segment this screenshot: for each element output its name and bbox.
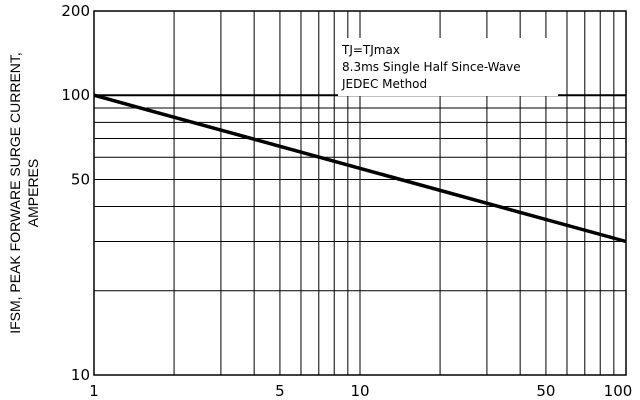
y-tick-label: 200: [61, 2, 90, 20]
annotation-line: TJ=TJmax: [341, 43, 400, 57]
y-axis-label-line2: AMPERES: [25, 159, 41, 227]
series-layer: [93, 93, 627, 244]
annotation-box: [338, 38, 558, 96]
x-tick-label: 1: [89, 382, 99, 400]
x-tick-label: 100: [604, 382, 633, 400]
annotation-line: JEDEC Method: [341, 77, 427, 91]
x-tick-labels: 1 5 10 50 100: [89, 382, 632, 400]
x-tick-label: 10: [350, 382, 369, 400]
annotation-line: 8.3ms Single Half Since-Wave: [342, 60, 521, 74]
y-tick-label: 10: [71, 366, 90, 384]
y-tick-labels: 10 50 100 200: [61, 2, 90, 384]
plot-frame: [93, 10, 627, 376]
series-line: [93, 93, 627, 244]
y-axis-label-line1: IFSM, PEAK FORWARE SURGE CURRENT,: [7, 52, 23, 334]
x-tick-label: 5: [275, 382, 285, 400]
annotation-text: TJ=TJmax 8.3ms Single Half Since-Wave JEDE…: [341, 43, 521, 91]
x-tick-label: 50: [536, 382, 555, 400]
y-tick-label: 50: [71, 170, 90, 188]
y-tick-label: 100: [61, 86, 90, 104]
